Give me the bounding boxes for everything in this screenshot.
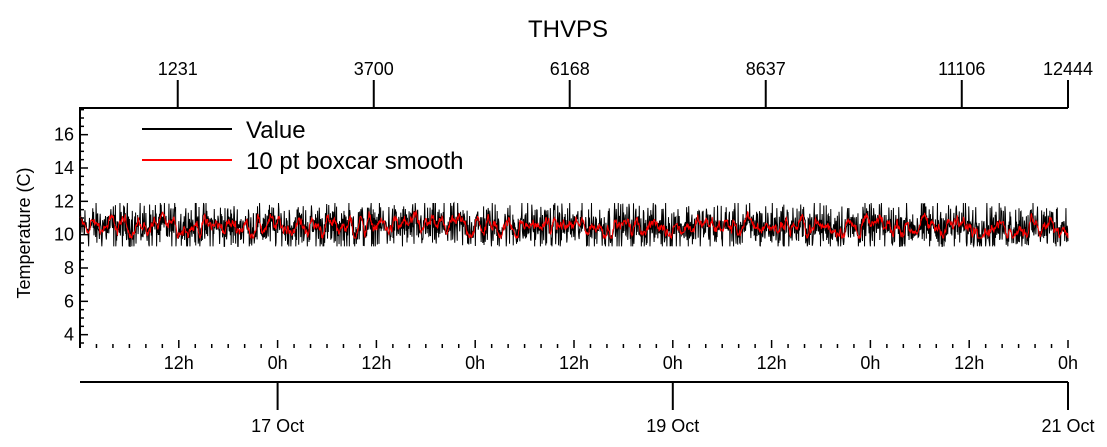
top-axis-tick-label: 6168 <box>550 59 590 79</box>
hour-axis-tick-label: 0h <box>663 353 683 373</box>
series-smooth-line <box>79 209 1069 240</box>
series-layer <box>79 201 1069 249</box>
y-axis-tick-label: 6 <box>64 291 74 311</box>
hour-axis-tick-label: 0h <box>465 353 485 373</box>
hour-axis-tick-label: 12h <box>954 353 984 373</box>
hour-axis-tick-label: 12h <box>559 353 589 373</box>
y-axis-tick-label: 16 <box>54 125 74 145</box>
top-axis: 1231 3700 6168 8637 11106 12444 <box>158 59 1093 108</box>
date-axis: 17 Oct 19 Oct 21 Oct <box>80 381 1095 436</box>
hour-axis-tick-label: 0h <box>860 353 880 373</box>
legend-label-smooth: 10 pt boxcar smooth <box>246 148 463 175</box>
date-axis-tick-label: 17 Oct <box>251 416 304 436</box>
top-axis-tick-label: 3700 <box>354 59 394 79</box>
y-axis-tick-label: 8 <box>64 258 74 278</box>
hour-axis-tick-label: 0h <box>1058 353 1078 373</box>
date-axis-tick-label: 21 Oct <box>1041 416 1094 436</box>
top-axis-tick-label: 12444 <box>1043 59 1093 79</box>
hour-axis-tick-label: 12h <box>164 353 194 373</box>
y-axis: 4 6 8 10 12 14 16 <box>54 108 88 345</box>
plot-frame <box>79 105 1069 348</box>
top-axis-tick-label: 1231 <box>158 59 198 79</box>
y-axis-tick-label: 12 <box>54 191 74 211</box>
date-axis-tick-label: 19 Oct <box>646 416 699 436</box>
hour-axis-tick-label: 12h <box>757 353 787 373</box>
bottom-axis: 12h 0h 12h 0h 12h 0h 12h 0h 12h 0h <box>95 340 1078 373</box>
y-axis-tick-label: 14 <box>54 158 74 178</box>
chart-title: THVPS <box>528 16 608 43</box>
y-axis-tick-label: 4 <box>64 325 74 345</box>
top-axis-tick-label: 11106 <box>938 59 985 79</box>
top-axis-tick-label: 8637 <box>746 59 786 79</box>
y-axis-label: Temperature (C) <box>14 167 34 298</box>
legend-label-value: Value <box>246 117 306 144</box>
hour-axis-tick-label: 0h <box>268 353 288 373</box>
hour-axis-tick-label: 12h <box>361 353 391 373</box>
y-axis-tick-label: 10 <box>54 225 74 245</box>
legend: Value 10 pt boxcar smooth <box>142 117 463 175</box>
